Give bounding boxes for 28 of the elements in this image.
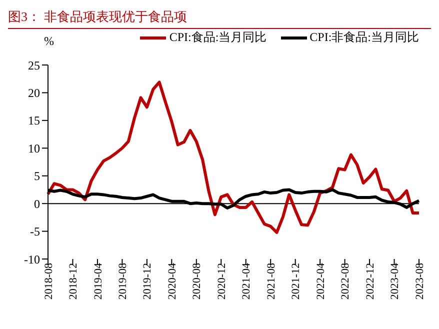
x-tick-label: 2020-08 bbox=[191, 262, 204, 300]
y-tick-label: 0 bbox=[34, 196, 40, 211]
x-tick-label: 2020-12 bbox=[216, 263, 228, 300]
y-tick-label: -5 bbox=[30, 224, 40, 239]
x-tick-label: 2018-08 bbox=[42, 262, 55, 300]
x-tick-label: 2022-04 bbox=[314, 262, 327, 300]
x-tick-label: 2021-12 bbox=[290, 263, 302, 300]
x-tick-label: 2019-12 bbox=[142, 263, 154, 300]
y-axis-title: % bbox=[44, 34, 54, 49]
y-tick-label: 25 bbox=[28, 58, 40, 72]
x-tick-label: 2022-12 bbox=[364, 263, 376, 300]
y-tick-label: 20 bbox=[28, 86, 40, 100]
x-tick-label: 2022-08 bbox=[340, 262, 352, 300]
x-tick-label: 2021-08 bbox=[265, 262, 278, 300]
legend-label: CPI:非食品:当月同比 bbox=[310, 29, 419, 46]
x-tick-label: 2018-12 bbox=[68, 263, 80, 300]
y-tick-label: -10 bbox=[24, 252, 40, 266]
x-tick-label: 2021-04 bbox=[240, 262, 253, 300]
y-tick-label: 5 bbox=[34, 169, 40, 184]
y-tick-label: 10 bbox=[28, 141, 40, 156]
x-tick-label: 2019-04 bbox=[92, 262, 104, 300]
legend-label: CPI:食品:当月同比 bbox=[169, 29, 267, 46]
y-tick-label: 15 bbox=[28, 114, 40, 128]
x-tick-label: 2023-04 bbox=[389, 262, 402, 300]
x-tick-label: 2019-08 bbox=[117, 262, 130, 300]
x-tick-label: 2020-04 bbox=[166, 262, 178, 300]
chart-title: 图3： 非食品项表现优于食品项 bbox=[8, 8, 431, 29]
x-tick-label: 2023-08 bbox=[414, 262, 426, 300]
